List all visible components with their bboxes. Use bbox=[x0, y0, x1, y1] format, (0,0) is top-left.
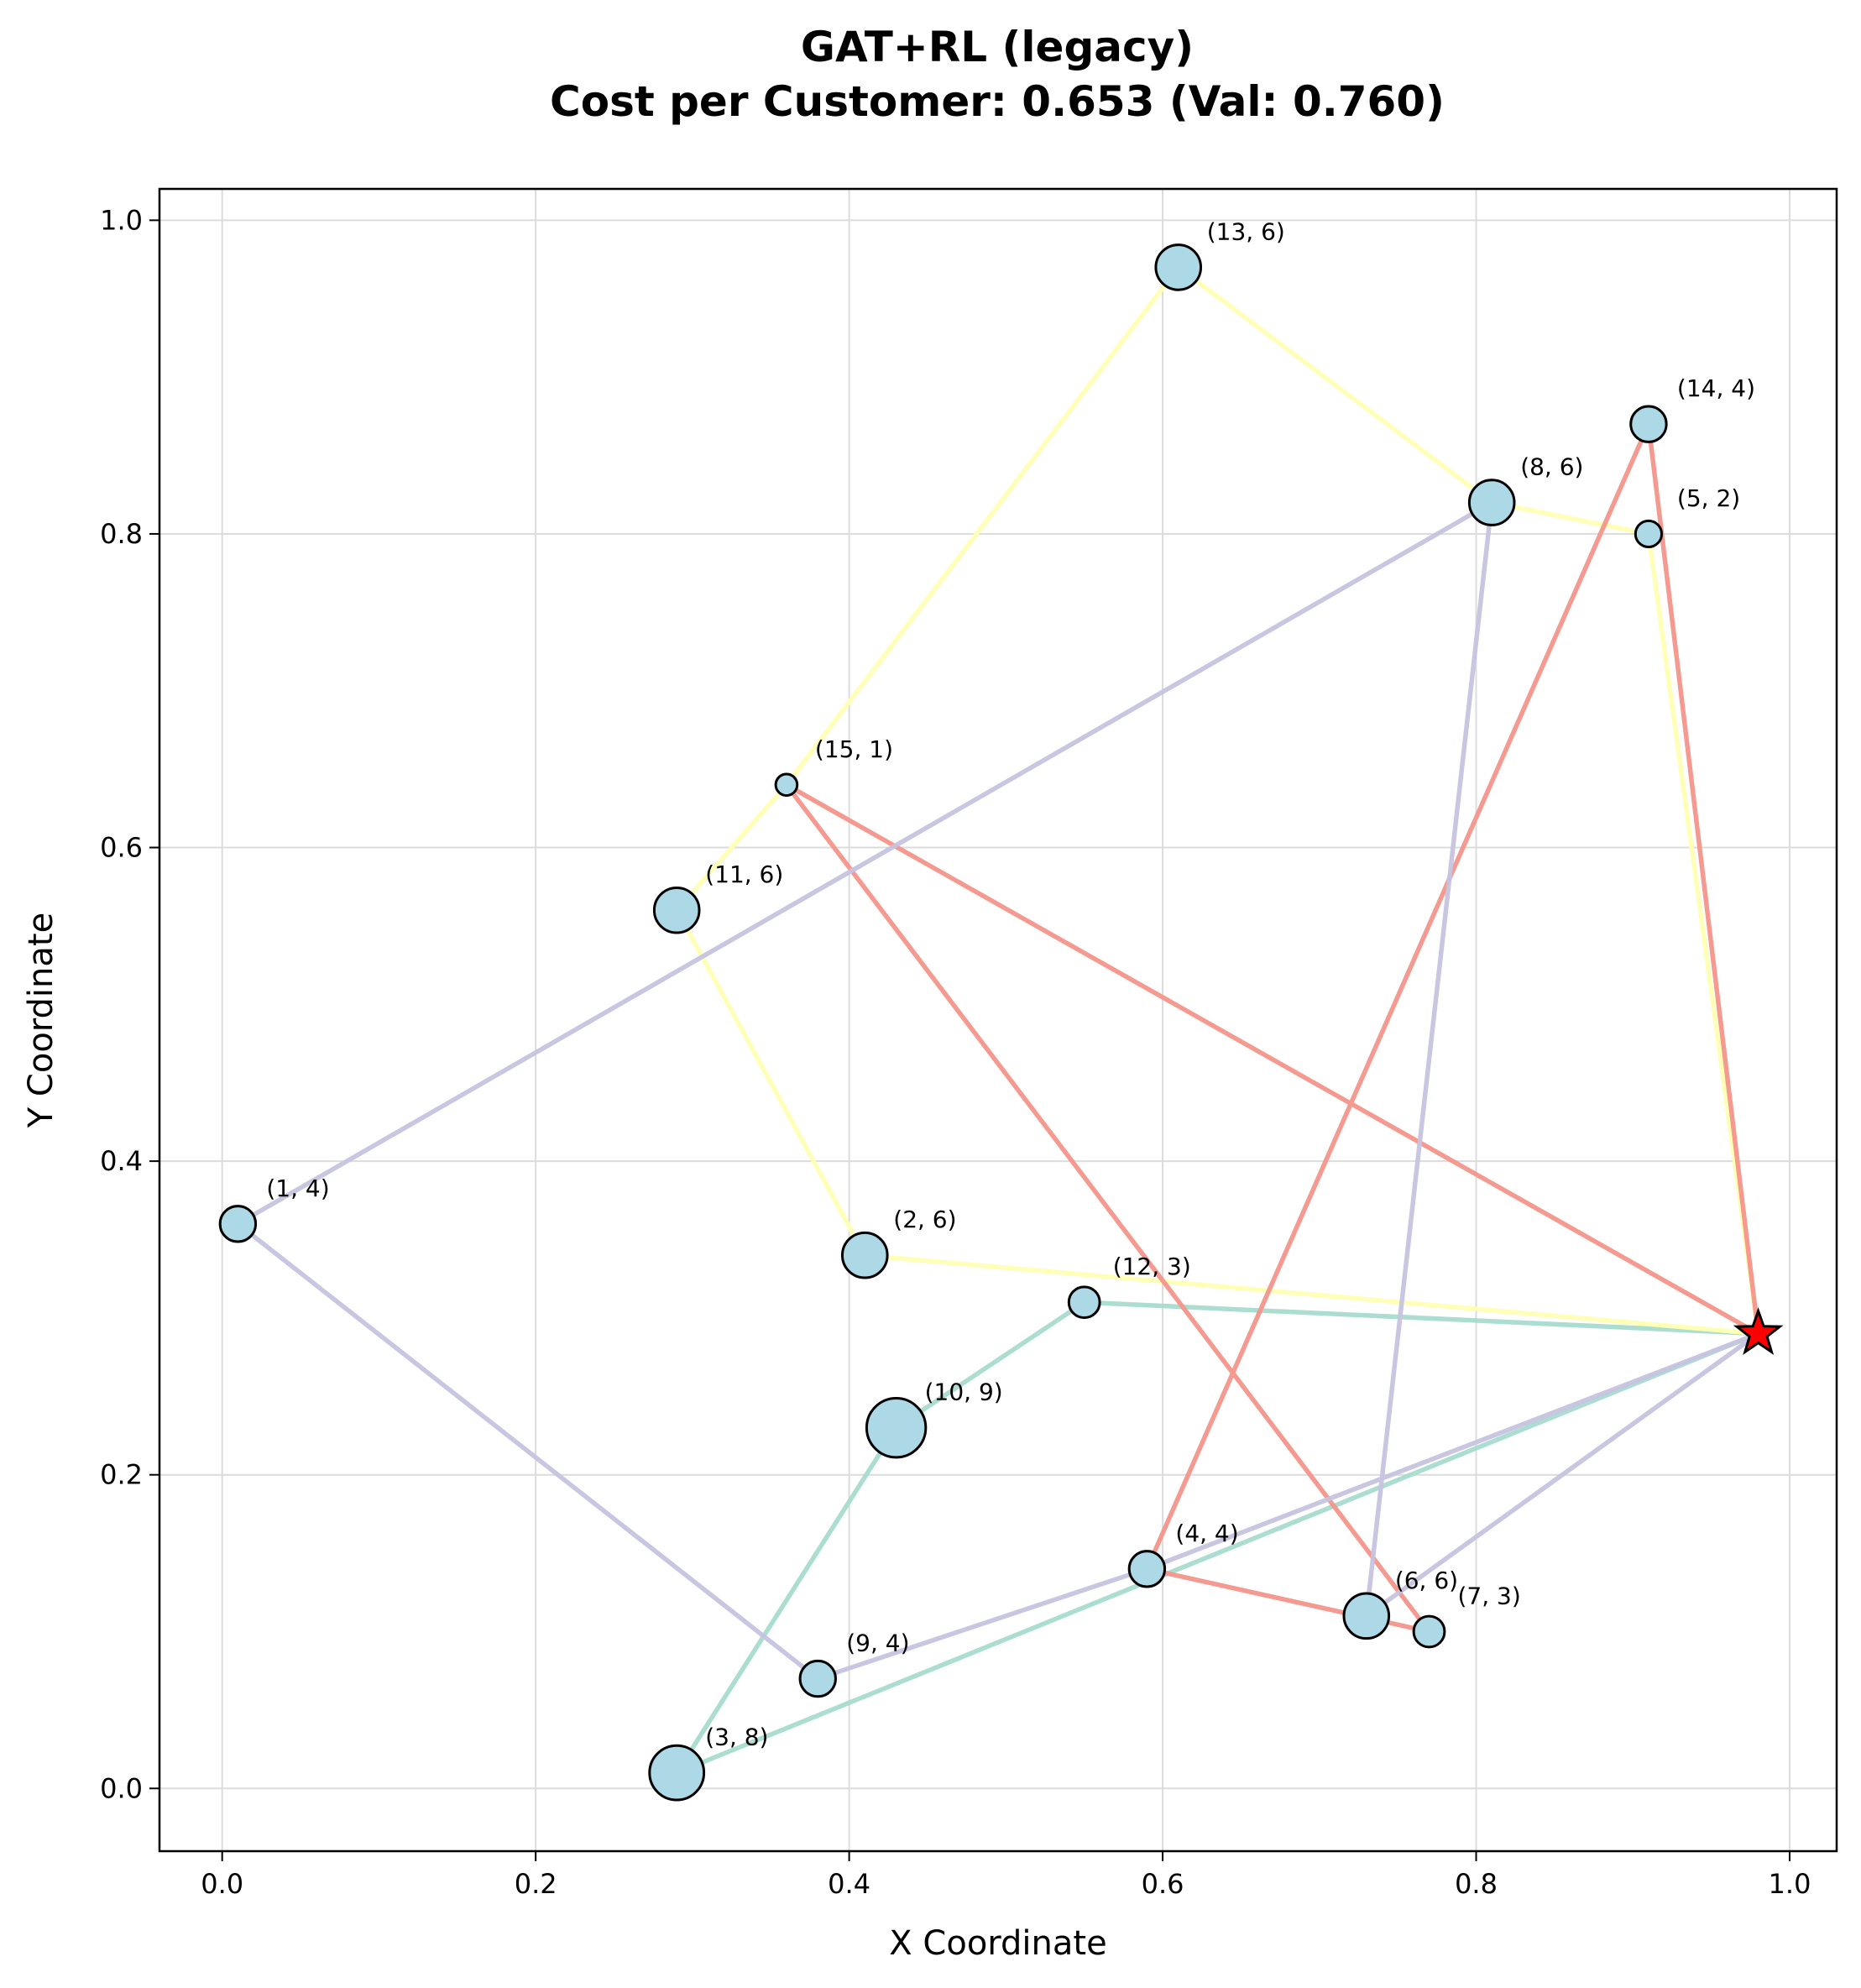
y-tick-label: 1.0 bbox=[100, 204, 143, 236]
depot-star-marker bbox=[1733, 1307, 1784, 1356]
route-2-line bbox=[674, 264, 1761, 1337]
customer-node bbox=[1342, 1592, 1391, 1640]
customer-label: (6, 6) bbox=[1395, 1567, 1458, 1594]
y-axis-label: Y Coordinate bbox=[22, 913, 60, 1128]
plot-frame bbox=[158, 187, 1838, 1853]
grid bbox=[159, 189, 1837, 1851]
customer-label: (15, 1) bbox=[815, 735, 893, 763]
customer-label: (9, 4) bbox=[846, 1630, 909, 1657]
node-labels: (1, 4) (2, 6) (3, 8) (4, 4) (5, 2) (6, 6)(7, … bbox=[266, 217, 1755, 1750]
depot bbox=[1733, 1307, 1784, 1356]
y-tick-label: 0.2 bbox=[100, 1459, 143, 1491]
customer-node bbox=[774, 772, 799, 798]
customer-node bbox=[1634, 519, 1664, 549]
customer-node bbox=[1412, 1614, 1446, 1649]
customer-label: (13, 6) bbox=[1207, 217, 1285, 245]
x-tick-label: 0.8 bbox=[1455, 1868, 1498, 1900]
customer-node bbox=[218, 1205, 258, 1243]
customer-label: (8, 6) bbox=[1520, 453, 1583, 481]
customer-label: (14, 4) bbox=[1677, 374, 1755, 402]
customer-label: (10, 9) bbox=[925, 1379, 1003, 1406]
customer-node bbox=[865, 1396, 928, 1459]
customer-label: (5, 2) bbox=[1677, 484, 1740, 512]
x-tick-label: 0.4 bbox=[828, 1868, 870, 1900]
customer-label: (4, 4) bbox=[1175, 1520, 1238, 1547]
x-tick-label: 0.6 bbox=[1142, 1868, 1184, 1900]
customer-label: (7, 3) bbox=[1458, 1582, 1521, 1609]
chart-subtitle: Cost per Customer: 0.653 (Val: 0.760) bbox=[550, 77, 1445, 126]
axis-ticks: 0.0 0.2 0.4 0.6 0.8 1.0 0.0 0.2 0.4 0.6 0.8 1.0 bbox=[100, 204, 1811, 1900]
x-tick-label: 1.0 bbox=[1769, 1868, 1811, 1900]
customer-node bbox=[1067, 1285, 1101, 1320]
customer-label: (3, 8) bbox=[705, 1724, 768, 1751]
y-tick-label: 0.0 bbox=[100, 1772, 143, 1804]
customer-node bbox=[798, 1659, 837, 1698]
y-tick-label: 0.4 bbox=[100, 1145, 143, 1177]
chart-title: GAT+RL (legacy) bbox=[801, 23, 1194, 71]
customer-node bbox=[1127, 1550, 1167, 1588]
customer-node bbox=[648, 1744, 706, 1802]
customer-label: (2, 6) bbox=[893, 1206, 956, 1233]
customer-node bbox=[652, 886, 701, 934]
x-tick-label: 0.2 bbox=[515, 1868, 557, 1900]
customer-node bbox=[840, 1231, 889, 1279]
nodes bbox=[218, 243, 1668, 1802]
route-3-line bbox=[784, 421, 1761, 1635]
plot-area bbox=[159, 189, 1837, 1851]
y-tick-label: 0.6 bbox=[100, 832, 143, 864]
x-axis-label: X Coordinate bbox=[889, 1924, 1106, 1963]
x-tick-label: 0.0 bbox=[201, 1868, 243, 1900]
customer-node bbox=[1154, 243, 1203, 291]
customer-label: (1, 4) bbox=[266, 1174, 329, 1202]
customer-label: (11, 6) bbox=[705, 861, 783, 888]
customer-node bbox=[1467, 479, 1516, 526]
customer-label: (12, 3) bbox=[1113, 1253, 1191, 1280]
y-tick-label: 0.8 bbox=[100, 518, 143, 550]
customer-node bbox=[1629, 405, 1668, 443]
